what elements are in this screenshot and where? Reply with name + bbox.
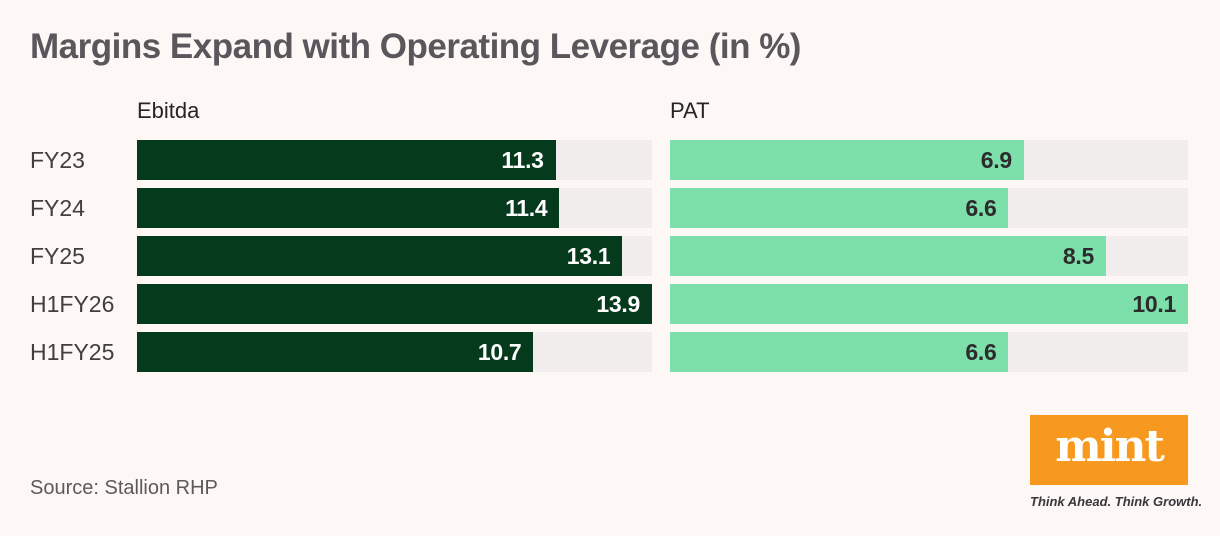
pat-bar-fill: 6.6 bbox=[670, 188, 1009, 228]
bar-rows: FY23 11.3 6.9 FY24 11.4 6.6 FY25 13.1 8.5 H1FY26 1… bbox=[30, 140, 1220, 372]
ebitda-bar-track: 10.7 bbox=[137, 332, 652, 372]
bar-row: FY25 13.1 8.5 bbox=[30, 236, 1220, 276]
ebitda-bar-value: 13.1 bbox=[566, 242, 611, 269]
series-header-pat: PAT bbox=[670, 98, 710, 123]
pat-bar-value: 6.9 bbox=[980, 146, 1012, 173]
row-label: H1FY25 bbox=[30, 339, 115, 365]
ebitda-bar-track: 11.3 bbox=[137, 140, 652, 180]
row-label: FY24 bbox=[30, 195, 85, 221]
bar-row: FY23 11.3 6.9 bbox=[30, 140, 1220, 180]
ebitda-bar-fill: 10.7 bbox=[137, 332, 534, 372]
series-header-row: Ebitda PAT bbox=[30, 98, 1220, 124]
logo-tagline: Think Ahead. Think Growth. bbox=[1030, 494, 1203, 509]
ebitda-bar-track: 11.4 bbox=[137, 188, 652, 228]
bar-row: H1FY25 10.7 6.6 bbox=[30, 332, 1220, 372]
ebitda-bar-track: 13.9 bbox=[137, 284, 652, 324]
ebitda-bar-fill: 13.9 bbox=[137, 284, 652, 324]
row-label: FY25 bbox=[30, 243, 85, 269]
chart-title: Margins Expand with Operating Leverage (… bbox=[30, 27, 801, 66]
pat-bar-track: 8.5 bbox=[670, 236, 1188, 276]
pat-bar-value: 10.1 bbox=[1132, 290, 1176, 317]
mint-logo-text: mint bbox=[1055, 421, 1165, 472]
pat-bar-track: 6.6 bbox=[670, 188, 1188, 228]
pat-bar-track: 6.9 bbox=[670, 140, 1188, 180]
row-label: FY23 bbox=[30, 147, 85, 173]
pat-bar-track: 6.6 bbox=[670, 332, 1188, 372]
ebitda-bar-value: 11.3 bbox=[501, 146, 544, 173]
pat-bar-value: 8.5 bbox=[1062, 242, 1094, 269]
bar-row: H1FY26 13.9 10.1 bbox=[30, 284, 1220, 324]
ebitda-bar-fill: 13.1 bbox=[137, 236, 623, 276]
ebitda-bar-value: 13.9 bbox=[596, 290, 640, 317]
pat-bar-track: 10.1 bbox=[670, 284, 1188, 324]
ebitda-bar-fill: 11.3 bbox=[137, 140, 556, 180]
pat-bar-value: 6.6 bbox=[965, 194, 997, 221]
ebitda-bar-track: 13.1 bbox=[137, 236, 652, 276]
ebitda-bar-value: 10.7 bbox=[477, 338, 522, 365]
row-label: H1FY26 bbox=[30, 291, 115, 317]
pat-bar-fill: 6.6 bbox=[670, 332, 1009, 372]
pat-bar-fill: 8.5 bbox=[670, 236, 1106, 276]
publisher-logo: mint Think Ahead. Think Growth. bbox=[1030, 415, 1203, 509]
ebitda-bar-value: 11.4 bbox=[505, 194, 548, 221]
series-header-ebitda: Ebitda bbox=[137, 98, 200, 123]
bar-chart: Ebitda PAT FY23 11.3 6.9 FY24 11.4 6.6 FY25 13.… bbox=[30, 98, 1220, 372]
ebitda-bar-fill: 11.4 bbox=[137, 188, 560, 228]
pat-bar-fill: 10.1 bbox=[670, 284, 1188, 324]
bar-row: FY24 11.4 6.6 bbox=[30, 188, 1220, 228]
pat-bar-fill: 6.9 bbox=[670, 140, 1024, 180]
pat-bar-value: 6.6 bbox=[965, 338, 997, 365]
source-note: Source: Stallion RHP bbox=[30, 477, 218, 499]
mint-logo: mint bbox=[1030, 415, 1188, 485]
